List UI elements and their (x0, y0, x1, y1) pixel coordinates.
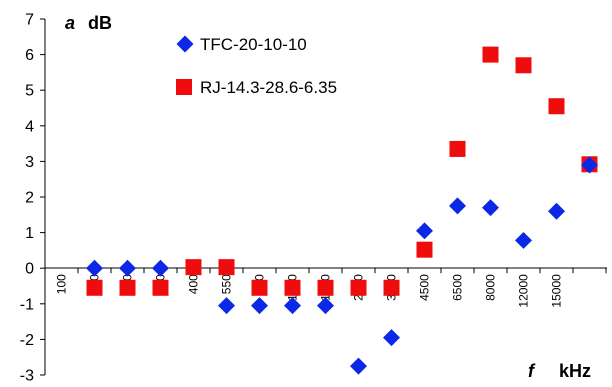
x-tick-label: 12000 (517, 274, 531, 308)
x-axis-symbol: f (528, 361, 536, 381)
y-tick-label: 5 (25, 83, 34, 100)
x-tick-label: 8000 (484, 274, 498, 301)
tfc-data-point (416, 222, 433, 240)
rj-data-point (284, 279, 301, 296)
x-tick-label: 100 (55, 274, 69, 294)
y-tick-label: 0 (25, 261, 34, 278)
rj-data-point (350, 279, 367, 296)
tfc-data-point (152, 259, 169, 277)
tfc-data-point (515, 231, 532, 249)
legend-label-rj: RJ-14.3-28.6-6.35 (200, 78, 337, 97)
rj-data-point (449, 140, 466, 157)
x-tick-label: 550 (220, 274, 234, 294)
y-tick-label: 2 (25, 190, 34, 207)
tfc-data-point (449, 197, 466, 215)
y-axis-unit: dB (88, 13, 112, 33)
tfc-data-point (119, 259, 136, 277)
x-tick-label: 400 (187, 274, 201, 294)
rj-data-point (218, 259, 235, 276)
tfc-data-point (251, 297, 268, 315)
rj-data-point (317, 279, 334, 296)
tfc-data-point (218, 297, 235, 315)
x-axis-title: f kHz (528, 361, 591, 381)
rj-data-point (185, 259, 202, 276)
y-tick-label: -1 (20, 296, 34, 313)
rj-data-point (416, 241, 433, 258)
legend-square-marker (176, 79, 192, 95)
y-axis-symbol: a (65, 13, 75, 33)
rj-data-point (251, 279, 268, 296)
rj-data-point (383, 279, 400, 296)
tfc-data-point (86, 259, 103, 277)
x-tick-label: 4500 (418, 274, 432, 301)
tfc-data-point (482, 199, 499, 217)
rj-data-point (119, 279, 136, 296)
rj-data-point (86, 279, 103, 296)
y-tick-label: 7 (25, 12, 34, 29)
y-tick-label: 3 (25, 154, 34, 171)
tfc-data-point (383, 329, 400, 347)
y-tick-label: -2 (20, 332, 34, 349)
axes (44, 19, 607, 375)
y-tick-label: 6 (25, 47, 34, 64)
y-axis-tick-labels: 7 6 5 4 3 2 1 0 -1 -2 -3 (20, 12, 45, 385)
y-tick-label: 1 (25, 225, 34, 242)
tfc-data-point (350, 357, 367, 375)
rj-data-point (482, 46, 499, 63)
x-tick-label: 6500 (451, 274, 465, 301)
x-tick-label: 15000 (550, 274, 564, 308)
rj-data-point (515, 57, 532, 74)
legend-label-tfc: TFC-20-10-10 (200, 35, 307, 54)
rj-data-point (548, 98, 565, 115)
rj-data-point (152, 279, 169, 296)
data-points (86, 46, 598, 375)
tfc-data-point (581, 156, 598, 174)
legend: TFC-20-10-10 RJ-14.3-28.6-6.35 (176, 35, 337, 97)
y-tick-label: -3 (20, 368, 34, 385)
y-axis-title: a dB (65, 13, 112, 33)
x-axis-unit: kHz (559, 361, 591, 381)
tfc-data-point (548, 202, 565, 220)
y-tick-label: 4 (25, 118, 34, 135)
legend-diamond-marker (176, 35, 194, 53)
